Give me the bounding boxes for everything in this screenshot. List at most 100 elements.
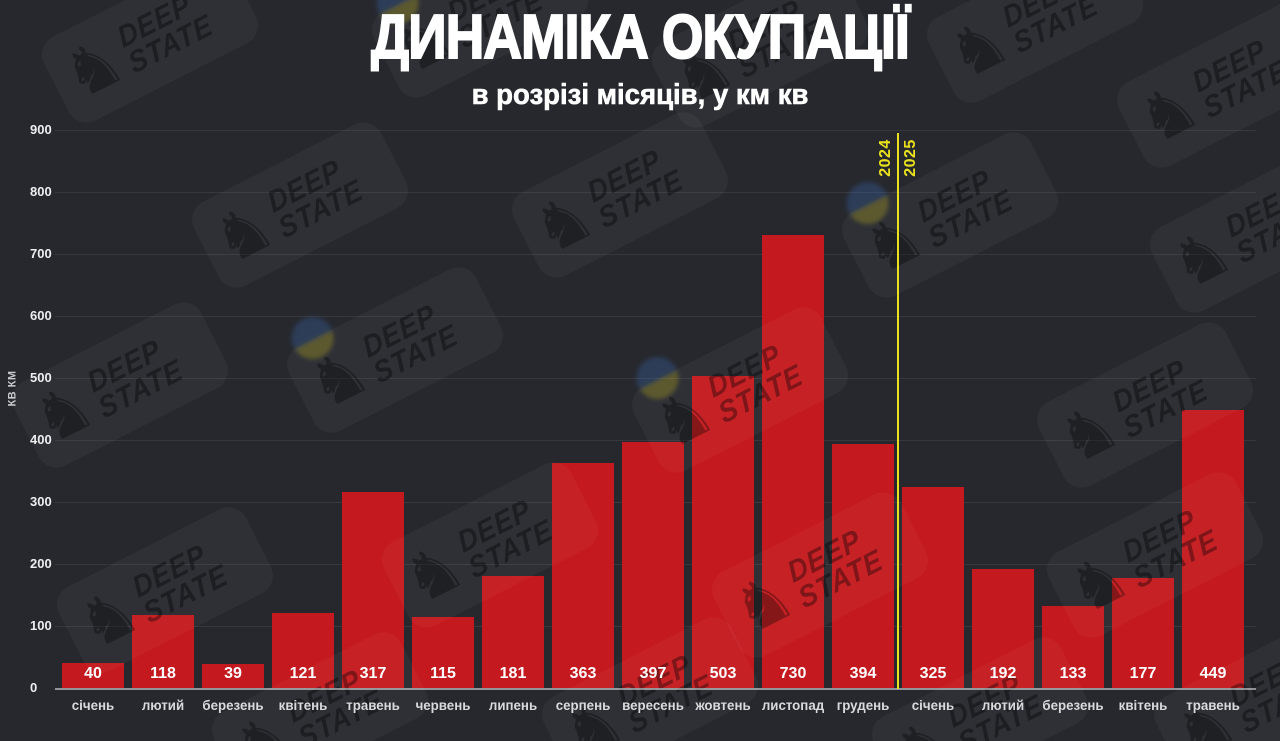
bar-value-label: 133 [1059, 665, 1087, 682]
year-label-2025: 2025 [902, 139, 919, 177]
month-label: липень [488, 697, 538, 713]
watermark-text-line: STATE [594, 163, 689, 236]
bar-value-label: 730 [779, 665, 807, 682]
watermark-text-line: DEEP [83, 333, 167, 400]
month-label: березень [1042, 697, 1104, 713]
y-tick-800: 800 [30, 184, 52, 199]
bar-value-label: 115 [430, 665, 456, 682]
month-label: травень [346, 697, 400, 713]
month-label: жовтень [695, 697, 751, 713]
y-tick-100: 100 [30, 618, 52, 633]
bar-value-label: 118 [150, 665, 176, 682]
bar-13-січень [902, 486, 964, 688]
month-label: грудень [836, 697, 890, 713]
y-tick-500: 500 [30, 370, 52, 385]
ua-emblem-icon [839, 174, 896, 232]
bar-15-березень [1042, 605, 1104, 688]
bar-12-грудень [832, 443, 894, 688]
month-label: лютий [981, 697, 1025, 713]
bar-value-label: 363 [569, 665, 597, 682]
knight-icon: ♞ [1044, 385, 1133, 482]
bar-6-червень [412, 616, 474, 688]
bar-16-квітень [1112, 578, 1174, 688]
bar-value-label: 503 [709, 665, 737, 682]
gridline-900 [55, 130, 1256, 131]
x-axis-line [55, 688, 1256, 690]
watermark-text-line: STATE [464, 513, 559, 586]
gridline-600 [55, 316, 1256, 317]
watermark-text-line: STATE [924, 183, 1019, 256]
bar-17-травень [1182, 409, 1244, 688]
month-label: січень [911, 697, 955, 713]
month-label: квітень [1118, 697, 1168, 713]
gridline-800 [55, 192, 1256, 193]
month-label: березень [202, 697, 264, 713]
chart-subtitle: в розрізі місяців, у км кв [471, 79, 809, 112]
watermark-text-line: DEEP [263, 153, 347, 220]
y-axis-title: КВ КМ [6, 370, 19, 407]
y-tick-900: 900 [30, 122, 52, 137]
y-tick-200: 200 [30, 556, 52, 571]
month-label: листопад [761, 697, 825, 713]
bar-value-label: 40 [84, 665, 102, 682]
bar-1-січень [62, 663, 124, 688]
knight-icon: ♞ [199, 185, 288, 282]
y-tick-700: 700 [30, 246, 52, 261]
bar-value-label: 39 [224, 665, 242, 682]
y-tick-400: 400 [30, 432, 52, 447]
bar-14-лютий [972, 569, 1034, 688]
bar-value-label: 192 [989, 665, 1017, 682]
gridline-700 [55, 254, 1256, 255]
y-tick-0: 0 [30, 680, 38, 695]
month-label: січень [71, 697, 115, 713]
bar-4-квітень [272, 613, 334, 688]
watermark-text-line: DEEP [583, 143, 667, 210]
watermark-text-line: STATE [1232, 198, 1280, 271]
bar-10-жовтень [692, 376, 754, 688]
y-tick-600: 600 [30, 308, 52, 323]
bar-3-березень [202, 663, 264, 688]
bar-value-label: 449 [1199, 665, 1227, 682]
month-label: серпень [555, 697, 611, 713]
watermark-text-line: DEEP [358, 298, 442, 365]
watermark-text-line: STATE [274, 173, 369, 246]
ua-emblem-icon [284, 309, 341, 367]
chart-title: ДИНАМІКА ОКУПАЦІЇ [370, 3, 910, 73]
bar-9-вересень [622, 441, 684, 688]
knight-icon: ♞ [389, 525, 478, 622]
bar-2-лютий [132, 614, 194, 688]
watermark-text-line: DEEP [913, 163, 997, 230]
month-label: травень [1186, 697, 1240, 713]
bar-value-label: 394 [849, 665, 877, 682]
watermark-text-line: STATE [94, 353, 189, 426]
year-label-2024: 2024 [876, 139, 894, 177]
watermark-text-line: DEEP [1108, 353, 1192, 420]
bar-value-label: 397 [639, 665, 667, 682]
bar-value-label: 177 [1129, 665, 1157, 682]
bar-7-липень [482, 575, 544, 688]
month-label: червень [415, 697, 471, 713]
bar-5-травень [342, 491, 404, 688]
bar-11-листопад [762, 235, 824, 688]
month-label: лютий [141, 697, 185, 713]
bar-value-label: 317 [359, 665, 387, 682]
knight-icon: ♞ [849, 195, 938, 292]
watermark-text-line: DEEP [128, 538, 212, 605]
bar-value-label: 121 [289, 665, 317, 682]
watermark-text-line: DEEP [453, 493, 537, 560]
month-label: квітень [278, 697, 328, 713]
y-tick-300: 300 [30, 494, 52, 509]
bar-value-label: 325 [919, 665, 947, 682]
knight-icon: ♞ [1157, 210, 1246, 307]
gridline-400 [55, 440, 1256, 441]
